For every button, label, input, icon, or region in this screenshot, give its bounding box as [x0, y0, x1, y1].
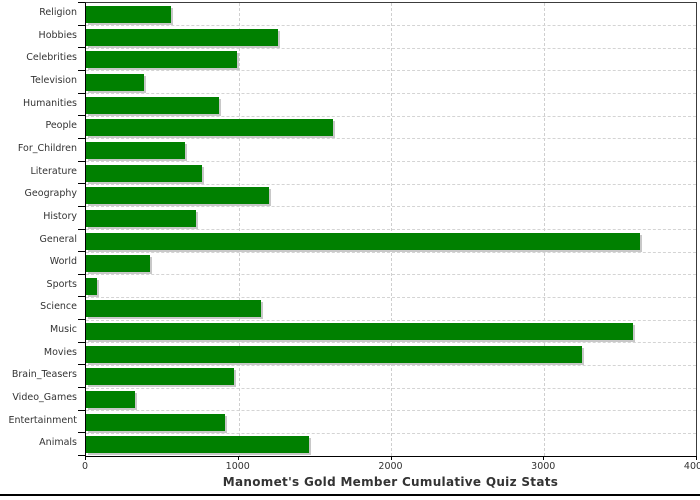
- y-axis-tick: [78, 138, 85, 139]
- category-label: For_Children: [17, 142, 77, 154]
- horizontal-gridline: [86, 274, 696, 276]
- horizontal-gridline: [86, 47, 696, 49]
- bar-movies: [86, 345, 582, 363]
- horizontal-gridline: [86, 115, 696, 117]
- bar-religion: [86, 6, 172, 23]
- bar-geography: [86, 187, 269, 205]
- bottom-border-line: [0, 494, 700, 496]
- chart-title: Manomet's Gold Member Cumulative Quiz St…: [222, 475, 559, 489]
- bar-entertainment: [86, 413, 225, 431]
- y-axis-tick: [78, 70, 85, 71]
- x-axis-tick: [696, 456, 697, 460]
- category-label: People: [45, 120, 77, 132]
- horizontal-gridline: [86, 70, 696, 72]
- bar-television: [86, 73, 144, 91]
- x-axis-tick: [390, 456, 392, 460]
- horizontal-gridline: [86, 251, 696, 253]
- bar-humanities: [86, 96, 219, 114]
- horizontal-gridline: [86, 319, 696, 321]
- category-label: Hobbies: [38, 29, 77, 41]
- y-axis-tick: [78, 251, 85, 252]
- y-axis-tick: [78, 342, 85, 343]
- horizontal-gridline: [86, 432, 696, 434]
- y-axis-tick: [78, 364, 85, 365]
- y-axis-tick: [78, 93, 85, 94]
- category-label: Religion: [39, 7, 77, 18]
- category-label: Music: [49, 324, 77, 336]
- plot-area: [86, 3, 696, 456]
- category-label: Science: [40, 301, 77, 313]
- horizontal-gridline: [86, 410, 696, 412]
- x-axis-tick-label: 3000: [531, 461, 556, 472]
- y-axis-tick: [78, 319, 85, 320]
- horizontal-gridline: [86, 342, 696, 344]
- category-label: History: [43, 210, 77, 222]
- x-axis-tick-label: 2000: [378, 461, 403, 472]
- x-axis-tick: [543, 456, 545, 460]
- y-axis-tick: [78, 115, 85, 116]
- bar-literature: [86, 164, 202, 182]
- y-axis-tick: [78, 206, 85, 207]
- y-axis-tick: [78, 387, 85, 388]
- bar-hobbies: [86, 28, 279, 46]
- category-label: General: [39, 233, 77, 245]
- category-label: Humanities: [22, 97, 77, 109]
- bar-celebrities: [86, 51, 237, 69]
- horizontal-gridline: [86, 161, 696, 163]
- bar-animals: [86, 436, 309, 454]
- y-axis-tick: [78, 296, 85, 297]
- bar-for_children: [86, 141, 186, 159]
- bar-history: [86, 209, 196, 227]
- category-label: Geography: [24, 188, 77, 200]
- x-axis-tick-label: 4000: [683, 461, 700, 472]
- category-label: Television: [30, 74, 77, 86]
- horizontal-gridline: [86, 206, 696, 208]
- y-axis-tick: [78, 229, 85, 230]
- y-axis-tick: [78, 161, 85, 162]
- category-label: World: [49, 256, 77, 268]
- y-axis-tick: [78, 183, 85, 184]
- x-axis-tick-label: 1000: [225, 461, 250, 472]
- category-label: Animals: [39, 437, 77, 449]
- y-axis-tick: [78, 47, 85, 48]
- x-axis-tick: [85, 456, 86, 460]
- bar-science: [86, 300, 261, 318]
- bar-general: [86, 232, 640, 250]
- horizontal-gridline: [86, 183, 696, 185]
- category-label: Movies: [43, 346, 77, 358]
- bar-music: [86, 323, 634, 341]
- bar-people: [86, 119, 334, 137]
- category-label: Video_Games: [12, 392, 77, 404]
- horizontal-gridline: [86, 25, 696, 27]
- y-axis-tick: [78, 274, 85, 275]
- horizontal-gridline: [86, 93, 696, 95]
- category-label: Entertainment: [8, 414, 77, 426]
- bar-video_games: [86, 391, 135, 409]
- y-axis-tick: [78, 2, 85, 3]
- category-label: Literature: [30, 165, 77, 177]
- x-axis-tick-label: 0: [81, 461, 89, 472]
- category-label: Sports: [46, 278, 77, 290]
- y-axis-tick: [78, 432, 85, 433]
- plot-frame: [85, 2, 697, 457]
- horizontal-gridline: [86, 387, 696, 389]
- bar-world: [86, 255, 151, 273]
- horizontal-gridline: [86, 229, 696, 230]
- category-label: Brain_Teasers: [11, 369, 77, 381]
- horizontal-gridline: [86, 296, 696, 298]
- y-axis-tick: [78, 25, 85, 26]
- category-label: Celebrities: [26, 52, 77, 64]
- horizontal-gridline: [86, 364, 696, 366]
- x-axis-tick: [237, 456, 239, 460]
- bar-brain_teasers: [86, 368, 234, 386]
- y-axis-tick: [78, 410, 85, 411]
- horizontal-gridline: [86, 138, 696, 140]
- y-axis-tick: [78, 455, 85, 456]
- bar-sports: [86, 277, 98, 295]
